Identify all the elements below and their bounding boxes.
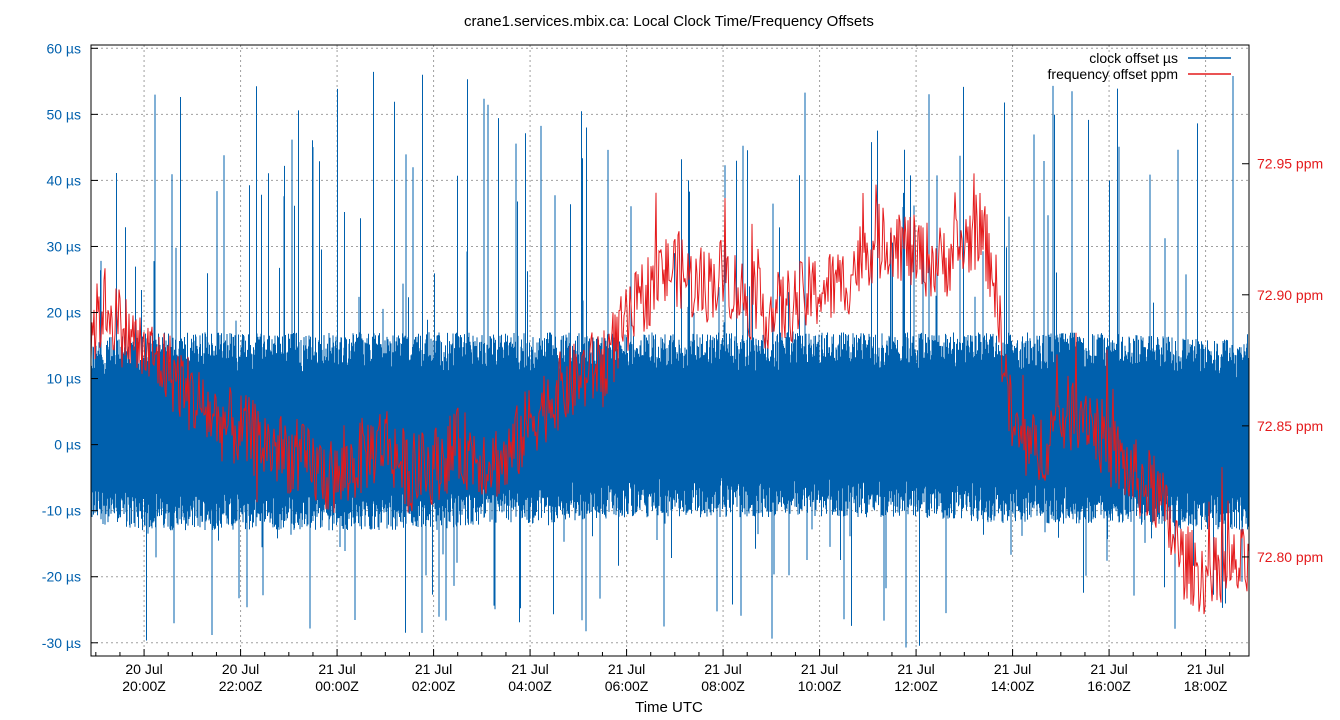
y-left-tick-label: -10 µs — [42, 503, 81, 519]
x-tick-time-label: 00:00Z — [315, 678, 359, 694]
x-axis-label: Time UTC — [635, 699, 703, 716]
x-tick-date-label: 21 Jul — [415, 661, 452, 677]
x-tick-date-label: 20 Jul — [222, 661, 259, 677]
x-tick-date-label: 20 Jul — [125, 661, 162, 677]
x-tick-time-label: 20:00Z — [122, 678, 166, 694]
y-left-tick-label: 20 µs — [46, 305, 81, 321]
y-left-tick-label: 50 µs — [46, 106, 81, 122]
x-tick-time-label: 12:00Z — [894, 678, 938, 694]
frequency-offset-series — [90, 173, 1250, 615]
x-tick-date-label: 21 Jul — [897, 661, 934, 677]
x-tick-date-label: 21 Jul — [704, 661, 741, 677]
x-tick-time-label: 06:00Z — [605, 678, 649, 694]
x-tick-time-label: 18:00Z — [1184, 678, 1228, 694]
y-left-tick-label: 40 µs — [46, 172, 81, 188]
y-left-tick-label: 0 µs — [54, 437, 81, 453]
x-tick-date-label: 21 Jul — [511, 661, 548, 677]
x-tick-time-label: 02:00Z — [412, 678, 456, 694]
x-tick-date-label: 21 Jul — [318, 661, 355, 677]
frequency-offset-line — [90, 173, 1250, 615]
y-right-tick-label: 72.90 ppm — [1257, 287, 1323, 303]
x-tick-time-label: 04:00Z — [508, 678, 552, 694]
legend-label: clock offset µs — [1089, 50, 1178, 66]
y-left-tick-label: -30 µs — [42, 635, 81, 651]
x-tick-date-label: 21 Jul — [608, 661, 645, 677]
x-tick-time-label: 08:00Z — [701, 678, 745, 694]
y-left-tick-label: 60 µs — [46, 40, 81, 56]
x-tick-time-label: 22:00Z — [219, 678, 263, 694]
x-tick-time-label: 16:00Z — [1087, 678, 1131, 694]
x-tick-date-label: 21 Jul — [801, 661, 838, 677]
x-tick-date-label: 21 Jul — [1090, 661, 1127, 677]
y-right-tick-label: 72.95 ppm — [1257, 156, 1323, 172]
x-tick-date-label: 21 Jul — [1187, 661, 1224, 677]
y-right-tick-label: 72.80 ppm — [1257, 549, 1323, 565]
axes: 60 µs 50 µs 40 µs 30 µs 20 µs 10 µs 0 µs -10 µs… — [42, 40, 1323, 694]
y-left-tick-label: 10 µs — [46, 371, 81, 387]
chart-title: crane1.services.mbix.ca: Local Clock Tim… — [464, 13, 874, 30]
x-tick-date-label: 21 Jul — [994, 661, 1031, 677]
legend-label: frequency offset ppm — [1048, 66, 1178, 82]
y-left-tick-label: -20 µs — [42, 569, 81, 585]
y-left-tick-label: 30 µs — [46, 238, 81, 254]
x-tick-time-label: 14:00Z — [991, 678, 1035, 694]
y-right-tick-label: 72.85 ppm — [1257, 418, 1323, 434]
plot-border — [90, 44, 1250, 657]
x-tick-time-label: 10:00Z — [798, 678, 842, 694]
